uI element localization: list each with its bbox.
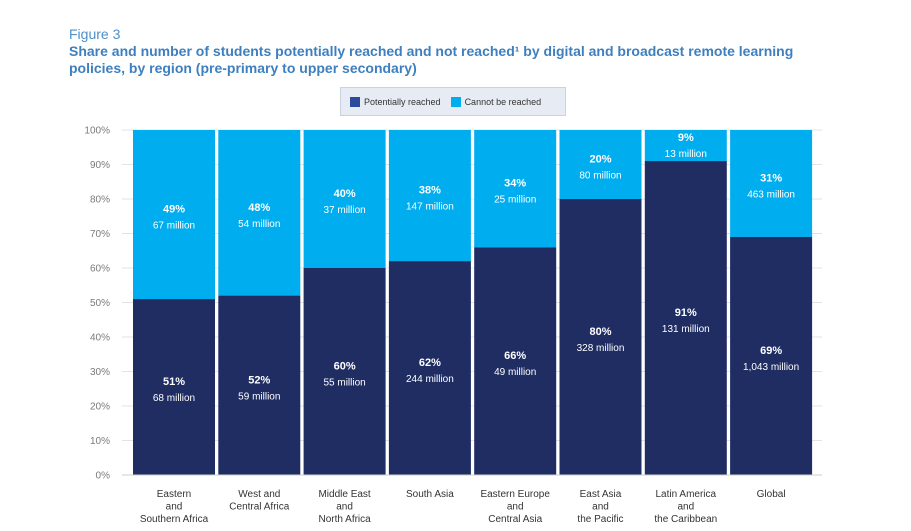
data-label-not-reached-count: 80 million [579,171,621,182]
x-category-label: the Caribbean [654,514,717,525]
chart-legend: Potentially reached Cannot be reached [340,87,566,116]
figure-label: Figure 3 [69,26,121,42]
bar-segment-not-reached [218,130,301,296]
x-category-label: East Asia [580,489,622,500]
x-category-label: Global [757,489,786,500]
data-label-not-reached-count: 25 million [494,195,536,206]
x-category-label: Central Asia [488,514,542,525]
data-label-reached-count: 55 million [323,378,365,389]
bar-segment-reached [730,236,813,475]
x-category-label: and [507,502,524,513]
data-label-reached-pct: 52% [248,374,270,386]
data-label-reached-pct: 60% [334,361,356,373]
bar-segment-not-reached [644,130,727,162]
x-category-label: and [166,502,183,513]
y-tick-label: 100% [84,126,110,137]
x-category-label: and [336,502,353,513]
legend-swatch-reached [350,96,360,107]
data-label-reached-count: 1,043 million [743,362,799,373]
x-category-label: Eastern [157,489,191,500]
data-label-reached-pct: 80% [589,326,611,338]
x-category-label: Southern Africa [140,514,209,525]
y-tick-label: 20% [90,402,110,413]
bar-segment-reached [218,295,301,475]
x-category-label: and [677,502,694,513]
data-label-reached-pct: 66% [504,350,526,362]
x-category-label: North Africa [318,514,371,525]
data-label-not-reached-count: 67 million [153,221,195,232]
data-label-not-reached-pct: 38% [419,185,441,197]
data-label-reached-count: 131 million [662,324,710,335]
bar-segment-reached [303,268,386,475]
x-category-label: the Pacific [577,514,623,525]
data-label-reached-pct: 51% [163,376,185,388]
x-category-label: and [592,502,609,513]
data-label-not-reached-pct: 20% [589,154,611,166]
legend-label-reached: Potentially reached [364,96,441,107]
x-category-label: West and [238,489,280,500]
data-label-not-reached-pct: 48% [248,202,270,214]
bar-segment-not-reached [730,130,813,237]
data-label-reached-pct: 69% [760,345,782,357]
legend-item-reached: Potentially reached [350,96,441,107]
data-label-reached-pct: 62% [419,357,441,369]
bar-segment-not-reached [303,130,386,268]
data-label-not-reached-count: 13 million [665,149,707,160]
x-category-label: South Asia [406,489,454,500]
x-category-label: Latin America [656,489,717,500]
bar-segment-reached [388,261,471,475]
legend-swatch-not-reached [450,96,461,107]
data-label-reached-count: 244 million [406,374,454,385]
bar-segment-reached [133,299,215,475]
bar-segment-reached [559,199,642,475]
bar-segment-not-reached [559,130,642,199]
bar-segment-not-reached [133,130,215,300]
y-tick-label: 0% [96,471,111,482]
data-label-not-reached-count: 37 million [323,205,365,216]
y-tick-label: 80% [90,195,110,206]
data-label-reached-count: 68 million [153,393,195,404]
y-tick-label: 70% [90,229,110,240]
x-category-label: Eastern Europe [480,489,550,500]
bar-segment-not-reached [388,130,471,262]
y-tick-label: 10% [90,436,110,447]
data-label-not-reached-count: 147 million [406,202,454,213]
data-label-not-reached-pct: 34% [504,178,526,190]
x-category-label: Central Africa [229,502,289,513]
x-category-label: Middle East [318,489,370,500]
y-tick-label: 90% [90,160,110,171]
data-label-not-reached-pct: 9% [678,132,694,144]
legend-item-not-reached: Cannot be reached [450,96,542,107]
y-tick-label: 40% [90,333,110,344]
data-label-not-reached-count: 54 million [238,219,280,230]
data-label-reached-count: 49 million [494,367,536,378]
bar-segment-reached [474,247,557,475]
data-label-not-reached-count: 463 million [747,189,795,200]
data-label-reached-pct: 91% [675,307,697,319]
y-tick-label: 60% [90,264,110,275]
bar-segment-reached [644,161,727,476]
y-tick-label: 50% [90,298,110,309]
y-tick-label: 30% [90,367,110,378]
data-label-not-reached-pct: 40% [334,188,356,200]
data-label-reached-count: 328 million [577,343,625,354]
data-label-not-reached-pct: 49% [163,204,185,216]
chart-title: Share and number of students potentially… [69,43,794,76]
bar-segment-not-reached [474,130,557,248]
data-label-reached-count: 59 million [238,391,280,402]
legend-label-not-reached: Cannot be reached [464,96,542,107]
data-label-not-reached-pct: 31% [760,172,782,184]
